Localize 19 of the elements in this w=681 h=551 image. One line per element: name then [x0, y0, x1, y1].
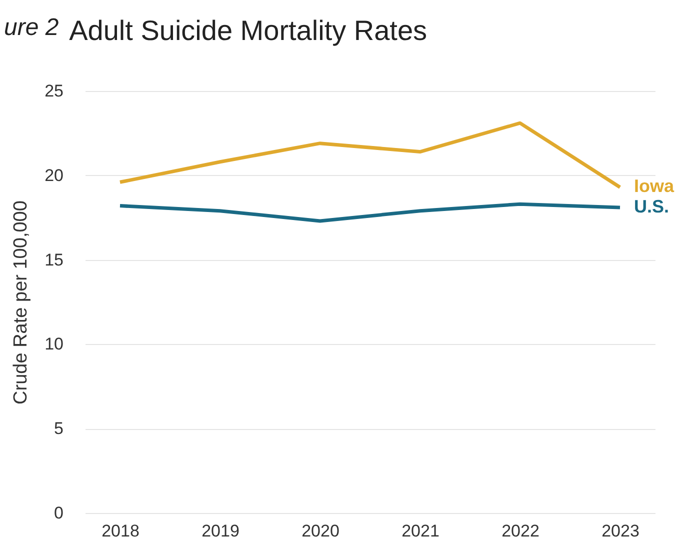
y-tick-label: 20: [44, 166, 64, 185]
text: ure 2: [4, 14, 59, 42]
y-tick-label: 5: [54, 419, 64, 438]
y-tick-label: 0: [54, 504, 64, 522]
x-tick-label: 2019: [202, 522, 240, 540]
series-label: Iowa: [634, 176, 675, 196]
line-series: [118, 202, 622, 223]
x-tick-label: 2023: [602, 522, 640, 540]
x-tick-label: 2022: [502, 522, 540, 540]
x-tick-label: 2020: [302, 522, 340, 540]
x-tick-label: 2018: [102, 522, 140, 540]
y-tick-label: 10: [44, 334, 64, 354]
y-axis-title: Crude Rate per 100,000: [10, 200, 32, 404]
x-tick-label: 2021: [402, 522, 440, 540]
series-label: U.S.: [634, 196, 670, 216]
chart-title: Adult Suicide Mortality Rates: [69, 15, 428, 46]
y-tick-label: 25: [44, 82, 64, 100]
line-series: [118, 121, 622, 189]
y-tick-label: 15: [44, 250, 64, 270]
